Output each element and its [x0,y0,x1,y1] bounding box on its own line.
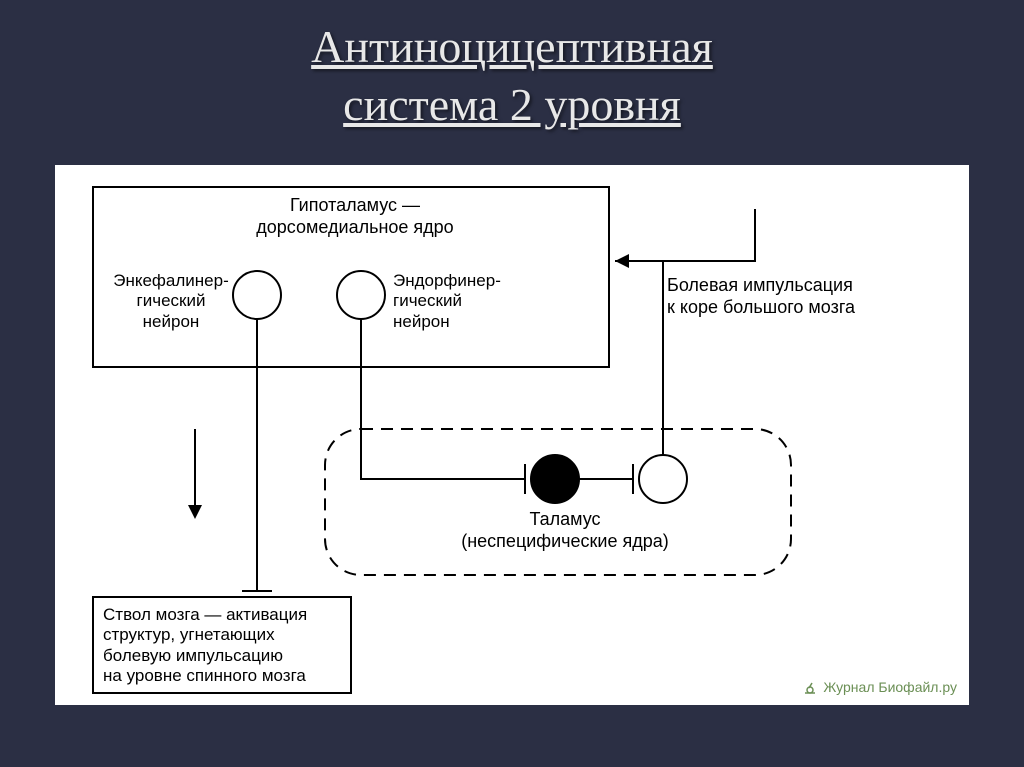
conn-branch-right [663,209,755,261]
thalamus-output-neuron [639,455,687,503]
conn-endo-thalamus [361,319,525,479]
title-line1: Антиноцицептивная [311,21,713,72]
endorphin-label: Эндорфинер-гическийнейрон [393,271,533,332]
page-title: Антиноцицептивная система 2 уровня [0,0,1024,133]
pain-cortex-label: Болевая импульсацияк коре большого мозга [667,275,897,318]
endorphin-neuron [337,271,385,319]
arrowhead-into-hypo [615,254,629,268]
microscope-icon [803,680,817,694]
watermark-text: Журнал Биофайл.ру [823,679,957,695]
brainstem-label: Ствол мозга — активацияструктур, угнетаю… [103,605,343,687]
arrowhead-guide [188,505,202,519]
thalamus-label: Таламус(неспецифические ядра) [435,509,695,552]
watermark: Журнал Биофайл.ру [803,679,957,695]
hypothalamus-title-label: Гипоталамус —дорсомедиальное ядро [225,195,485,238]
enkephalin-label: Энкефалинер-гическийнейрон [101,271,241,332]
thalamus-inhib-neuron [531,455,579,503]
diagram-area: Гипоталамус —дорсомедиальное ядро Энкефа… [55,165,969,705]
title-line2: система 2 уровня [343,79,681,130]
